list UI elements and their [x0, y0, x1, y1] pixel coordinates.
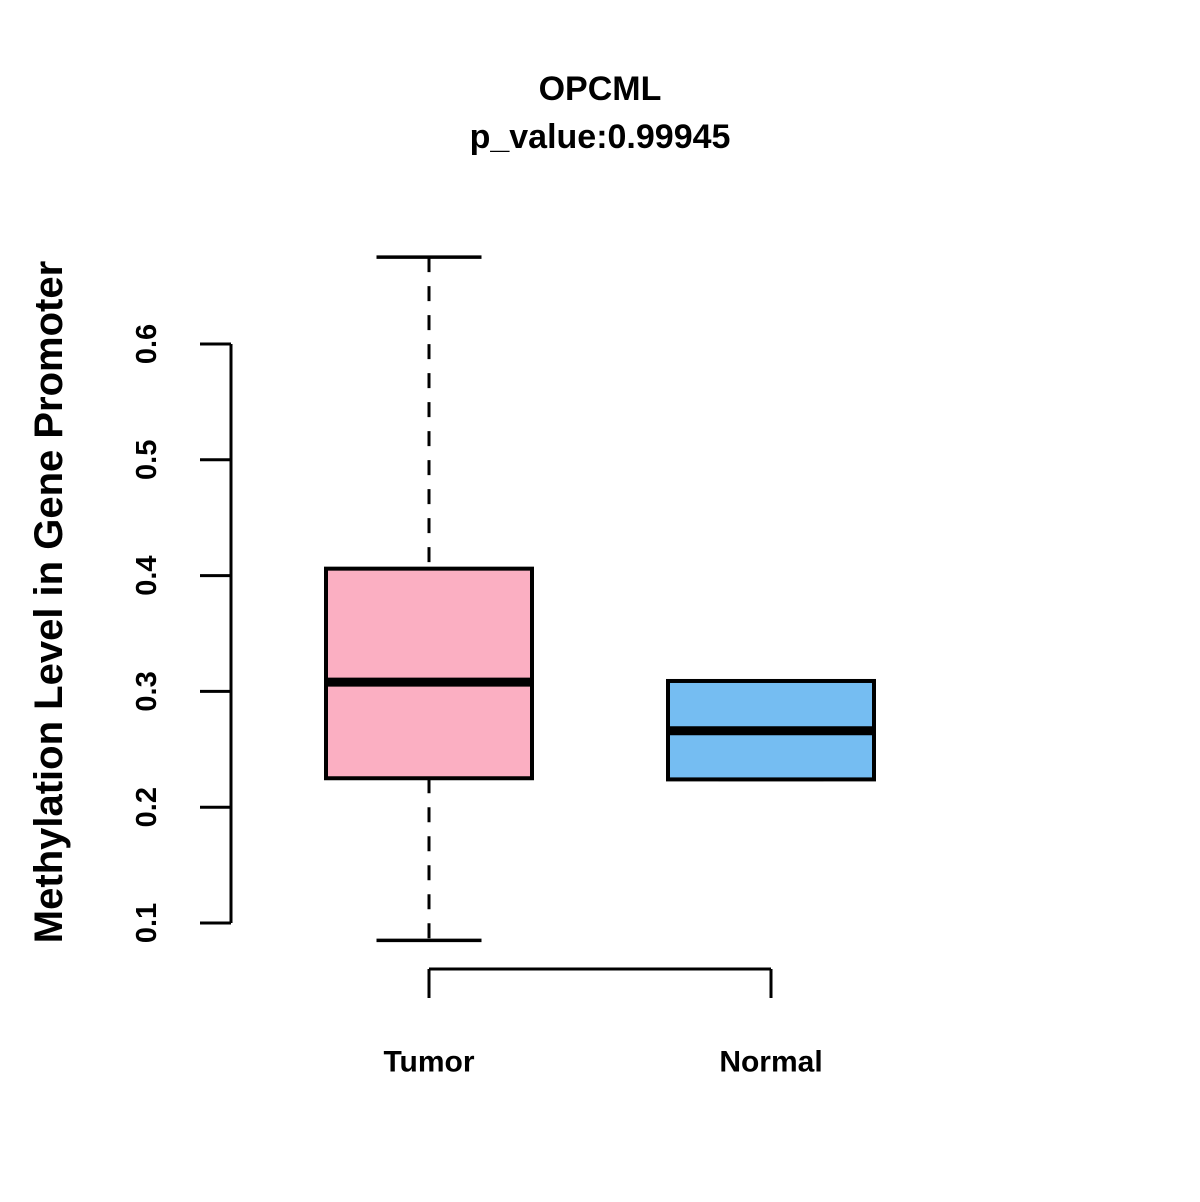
y-axis-tick-label: 0.4	[131, 555, 163, 595]
x-axis-label-tumor: Tumor	[383, 1046, 474, 1079]
x-axis-label-normal: Normal	[719, 1046, 822, 1079]
chart-subtitle: p_value:0.99945	[469, 118, 731, 156]
y-axis-tick-label: 0.3	[131, 671, 163, 711]
y-axis-tick-label: 0.5	[131, 440, 163, 480]
y-axis-tick-label: 0.6	[131, 324, 163, 364]
y-axis-tick-label: 0.2	[131, 787, 163, 827]
y-axis-tick-label: 0.1	[131, 903, 163, 943]
box-tumor	[324, 566, 534, 781]
chart-title: OPCML	[538, 70, 662, 108]
